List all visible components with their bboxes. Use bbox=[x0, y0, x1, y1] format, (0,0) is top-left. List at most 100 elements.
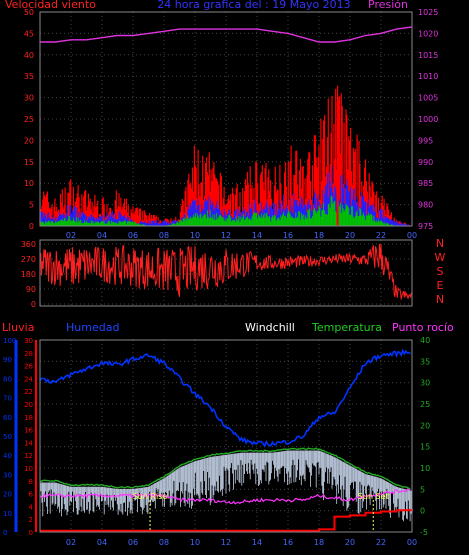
time-tick-label: 22 bbox=[376, 231, 386, 240]
wind-speed-tick-label: 40 bbox=[24, 51, 34, 60]
compass-label: E bbox=[437, 279, 444, 292]
pressure-tick-label: 1000 bbox=[418, 115, 438, 124]
pressure-tick-label: 1025 bbox=[418, 8, 438, 17]
humidity-tick-label: 20 bbox=[3, 491, 12, 499]
pressure-line bbox=[40, 26, 413, 43]
wind-plot-frame bbox=[39, 11, 413, 227]
rain-tick-label: 10 bbox=[24, 465, 33, 473]
dewpoint-line bbox=[39, 488, 411, 505]
chart-title: 24 hora grafica del : 19 Mayo 2013 bbox=[157, 0, 350, 11]
rain-tick-label: 18 bbox=[24, 414, 33, 422]
direction-tick-label: 180 bbox=[21, 270, 36, 279]
temperature-time-ticks: 02 04 06 08 10 12 14 16 18 20 22 00 bbox=[66, 538, 417, 547]
dewpoint-label: Punto rocío bbox=[392, 321, 454, 334]
temperature-label: Temperatura bbox=[311, 321, 382, 334]
compass-label: N bbox=[436, 237, 444, 250]
time-tick-label: 00 bbox=[407, 538, 417, 547]
temperature-tick-label: 30 bbox=[420, 379, 430, 388]
temperature-series bbox=[39, 348, 413, 532]
humidity-line bbox=[39, 348, 412, 448]
compass-label: S bbox=[437, 265, 444, 278]
direction-ticks: 0 90 180 270 360 bbox=[21, 240, 36, 309]
wind-pressure-panel: 24 hora grafica del : 19 Mayo 2013 Veloc… bbox=[5, 0, 438, 240]
pressure-tick-label: 1010 bbox=[418, 72, 438, 81]
pressure-axis-label: Presión bbox=[368, 0, 408, 11]
time-tick-label: 20 bbox=[345, 538, 355, 547]
humidity-tick-label: 50 bbox=[3, 433, 12, 441]
rain-tick-label: 26 bbox=[24, 363, 33, 371]
pressure-tick-label: 1015 bbox=[418, 51, 438, 60]
pressure-tick-label: 1005 bbox=[418, 94, 438, 103]
temperature-tick-label: 25 bbox=[420, 400, 430, 409]
wind-speed-tick-label: 10 bbox=[24, 179, 34, 188]
time-tick-label: 16 bbox=[283, 538, 293, 547]
wind-speed-tick-label: 20 bbox=[24, 136, 34, 145]
time-tick-label: 04 bbox=[97, 538, 107, 547]
humidity-tick-label: 10 bbox=[3, 510, 12, 518]
time-tick-label: 04 bbox=[97, 231, 107, 240]
wind-speed-tick-label: 5 bbox=[29, 201, 34, 210]
temperature-tick-label: 35 bbox=[420, 357, 430, 366]
wind-speed-tick-label: 50 bbox=[24, 8, 34, 17]
time-tick-label: 18 bbox=[314, 231, 324, 240]
rain-tick-label: 6 bbox=[29, 491, 34, 499]
rain-tick-label: 0 bbox=[29, 529, 33, 537]
humidity-axis-label: Humedad bbox=[66, 321, 119, 334]
time-tick-label: 08 bbox=[159, 538, 169, 547]
pressure-tick-label: 1020 bbox=[418, 29, 438, 38]
rain-tick-label: 24 bbox=[24, 375, 33, 383]
wind-speed-tick-label: 15 bbox=[24, 158, 34, 167]
time-tick-label: 16 bbox=[283, 231, 293, 240]
pressure-ticks: 975 980 985 990 995 1000 1005 1010 1015 1020 1025 bbox=[418, 8, 438, 231]
time-tick-label: 14 bbox=[252, 231, 262, 240]
rain-tick-label: 2 bbox=[29, 516, 33, 524]
direction-series bbox=[39, 243, 412, 300]
time-tick-label: 08 bbox=[159, 231, 169, 240]
humidity-tick-label: 70 bbox=[3, 395, 12, 403]
compass-label: W bbox=[435, 251, 446, 264]
temperature-panel: Lluvia Humedad Windchill Temperatura Pun… bbox=[2, 321, 454, 547]
rain-tick-label: 20 bbox=[24, 401, 33, 409]
time-tick-label: 22 bbox=[376, 538, 386, 547]
rain-tick-label: 28 bbox=[24, 350, 33, 358]
compass-label: N bbox=[436, 293, 444, 306]
wind-speed-tick-label: 30 bbox=[24, 94, 34, 103]
direction-tick-label: 90 bbox=[26, 285, 36, 294]
rain-tick-label: 8 bbox=[29, 478, 33, 486]
temperature-line bbox=[39, 447, 411, 491]
temperature-tick-label: 20 bbox=[420, 421, 430, 430]
rain-line bbox=[40, 509, 413, 532]
pressure-tick-label: 995 bbox=[418, 136, 433, 145]
rain-tick-label: 12 bbox=[24, 452, 33, 460]
rain-axis-label: Lluvia bbox=[2, 321, 34, 334]
temperature-axes: 0102030405060708090100024681012141618202… bbox=[3, 336, 430, 537]
humidity-tick-label: 30 bbox=[3, 471, 12, 479]
temperature-tick-label: -5 bbox=[420, 528, 428, 537]
humidity-tick-label: 100 bbox=[3, 337, 16, 345]
time-tick-label: 20 bbox=[345, 231, 355, 240]
time-tick-label: 02 bbox=[66, 538, 76, 547]
humidity-tick-label: 90 bbox=[3, 356, 12, 364]
sun-rise-label: Sun Rise bbox=[133, 492, 168, 501]
pressure-tick-label: 980 bbox=[418, 201, 433, 210]
wind-speed-tick-label: 25 bbox=[24, 115, 34, 124]
wind-direction-line bbox=[39, 243, 412, 300]
temperature-tick-label: 15 bbox=[420, 443, 430, 452]
humidity-tick-label: 80 bbox=[3, 375, 12, 383]
wind-time-ticks: 02 04 06 08 10 12 14 16 18 20 22 00 bbox=[66, 231, 417, 240]
wind-speed-axis-label: Velocidad viento bbox=[5, 0, 96, 11]
time-tick-label: 14 bbox=[252, 538, 262, 547]
temperature-plot-frame bbox=[39, 339, 413, 533]
time-tick-label: 10 bbox=[190, 538, 200, 547]
wind-series bbox=[39, 26, 413, 226]
time-tick-label: 02 bbox=[66, 231, 76, 240]
time-tick-label: 06 bbox=[128, 231, 138, 240]
sun-markers: Sun Rise Sun Set bbox=[133, 492, 389, 532]
wind-speed-tick-label: 0 bbox=[29, 222, 34, 231]
time-tick-label: 06 bbox=[128, 538, 138, 547]
wind-speed-ticks: 0 5 10 15 20 25 30 35 40 45 50 bbox=[24, 8, 34, 231]
humidity-tick-label: 60 bbox=[3, 414, 12, 422]
